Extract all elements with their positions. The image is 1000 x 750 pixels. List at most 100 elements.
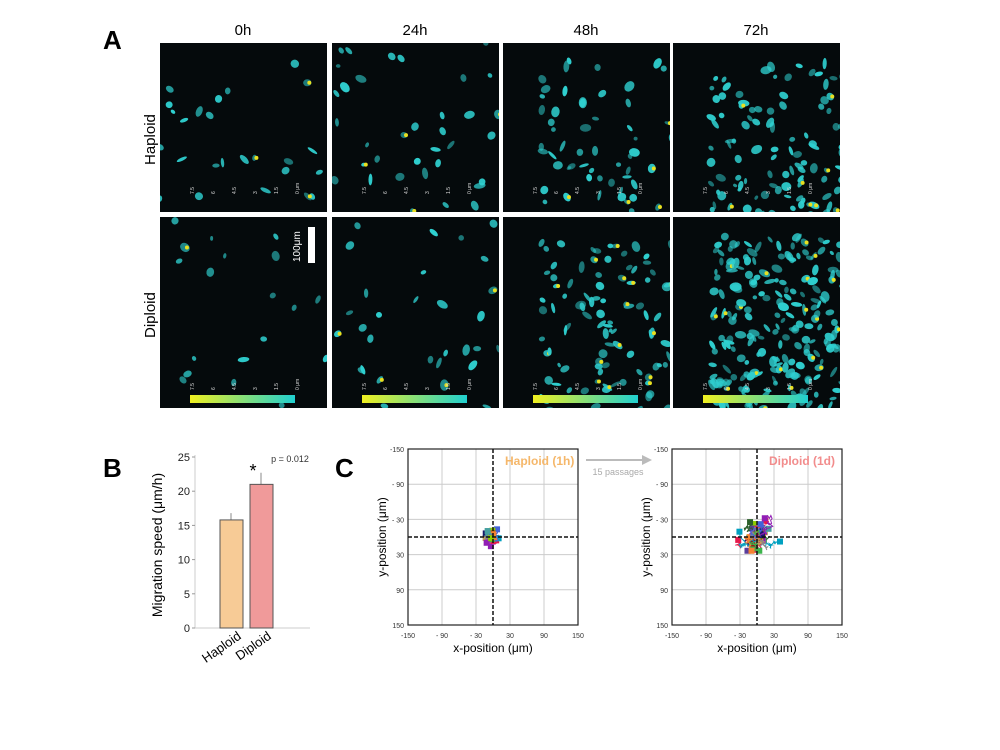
cell (579, 302, 586, 312)
cell (714, 241, 723, 249)
cell (604, 342, 616, 347)
colorbar-tick: 4.5 (745, 187, 751, 194)
cell (711, 348, 718, 355)
colorbar-tick: 4.5 (404, 187, 410, 194)
cell (345, 241, 355, 250)
cell (798, 200, 805, 209)
cell (443, 349, 449, 357)
cell (775, 323, 780, 330)
cell (550, 261, 558, 270)
colorbar-tick: 4.5 (575, 383, 581, 390)
cell (430, 147, 441, 152)
cell (576, 148, 584, 156)
column-header-72h: 72h (743, 22, 769, 39)
cell (260, 187, 271, 194)
cell (363, 288, 369, 298)
highlighted-cell (813, 253, 818, 258)
cell (706, 157, 716, 167)
cell (709, 287, 719, 296)
x-tick-label: - 30 (470, 633, 482, 640)
cell (562, 293, 568, 299)
y-tick-label: 20 (178, 486, 190, 498)
cell (769, 121, 776, 133)
cell (567, 163, 576, 170)
trajectory-endpoint (744, 547, 751, 554)
cell (538, 306, 548, 315)
cell (283, 158, 294, 165)
cell (191, 356, 197, 361)
cell (839, 72, 840, 82)
cell (367, 334, 374, 343)
cell (551, 106, 560, 118)
cell (741, 120, 750, 130)
cell (808, 68, 816, 77)
highlighted-cell (713, 314, 718, 319)
cell (538, 105, 546, 116)
cell (365, 142, 370, 148)
cell (802, 249, 809, 256)
y-tick-label: 150 (656, 623, 668, 630)
y-tick-label: 90 (396, 588, 404, 595)
cell (592, 296, 601, 301)
cell (625, 264, 633, 271)
colorbar-tick: 1.5 (617, 187, 623, 194)
cell (667, 240, 670, 250)
cell (206, 267, 215, 277)
cell (808, 140, 817, 148)
cell (468, 360, 478, 371)
x-axis-label: x-position (μm) (453, 641, 533, 655)
highlighted-cell (599, 359, 604, 364)
cell (757, 371, 763, 376)
cell (579, 98, 586, 108)
cell (747, 115, 753, 122)
cell (420, 270, 427, 275)
cell (439, 111, 445, 120)
cell (539, 297, 546, 303)
colorbar-tick: 6 (383, 191, 389, 194)
colorbar-tick: 6 (724, 387, 730, 390)
cell (179, 117, 189, 123)
highlighted-cell (363, 162, 368, 167)
trajectory (756, 514, 774, 538)
cell (829, 250, 834, 256)
cell (538, 142, 544, 151)
highlighted-cell (789, 385, 794, 390)
colorbar-tick: 0 μm (295, 183, 301, 194)
cell (223, 253, 227, 259)
cell (790, 242, 795, 250)
cell (770, 154, 777, 161)
cell (333, 89, 340, 98)
cell (579, 163, 589, 168)
cell (160, 195, 163, 202)
highlighted-cell (596, 379, 601, 384)
cell (642, 260, 652, 265)
cell (754, 106, 763, 113)
highlighted-cell (729, 204, 734, 209)
cell (602, 328, 609, 340)
cell (797, 166, 806, 174)
cell (754, 195, 759, 200)
cell (582, 311, 592, 320)
cell (827, 266, 839, 273)
highlighted-cell (412, 208, 417, 212)
cell (775, 365, 783, 374)
colorbar-tick: 0 μm (808, 379, 814, 390)
cell (480, 255, 489, 262)
cell (588, 167, 595, 174)
cell (338, 47, 344, 54)
cell (772, 328, 779, 335)
cell (608, 328, 613, 333)
cell (653, 312, 662, 322)
colorbar-tick: 3 (766, 387, 772, 390)
cell (746, 371, 756, 381)
cell (666, 351, 670, 363)
cell (818, 103, 825, 110)
cell (563, 322, 572, 332)
cell (783, 293, 792, 301)
cell (752, 257, 757, 266)
trajectory-endpoint (495, 535, 502, 542)
cell (620, 250, 628, 257)
cell (413, 157, 421, 165)
cell (762, 294, 771, 302)
cell (736, 266, 745, 270)
